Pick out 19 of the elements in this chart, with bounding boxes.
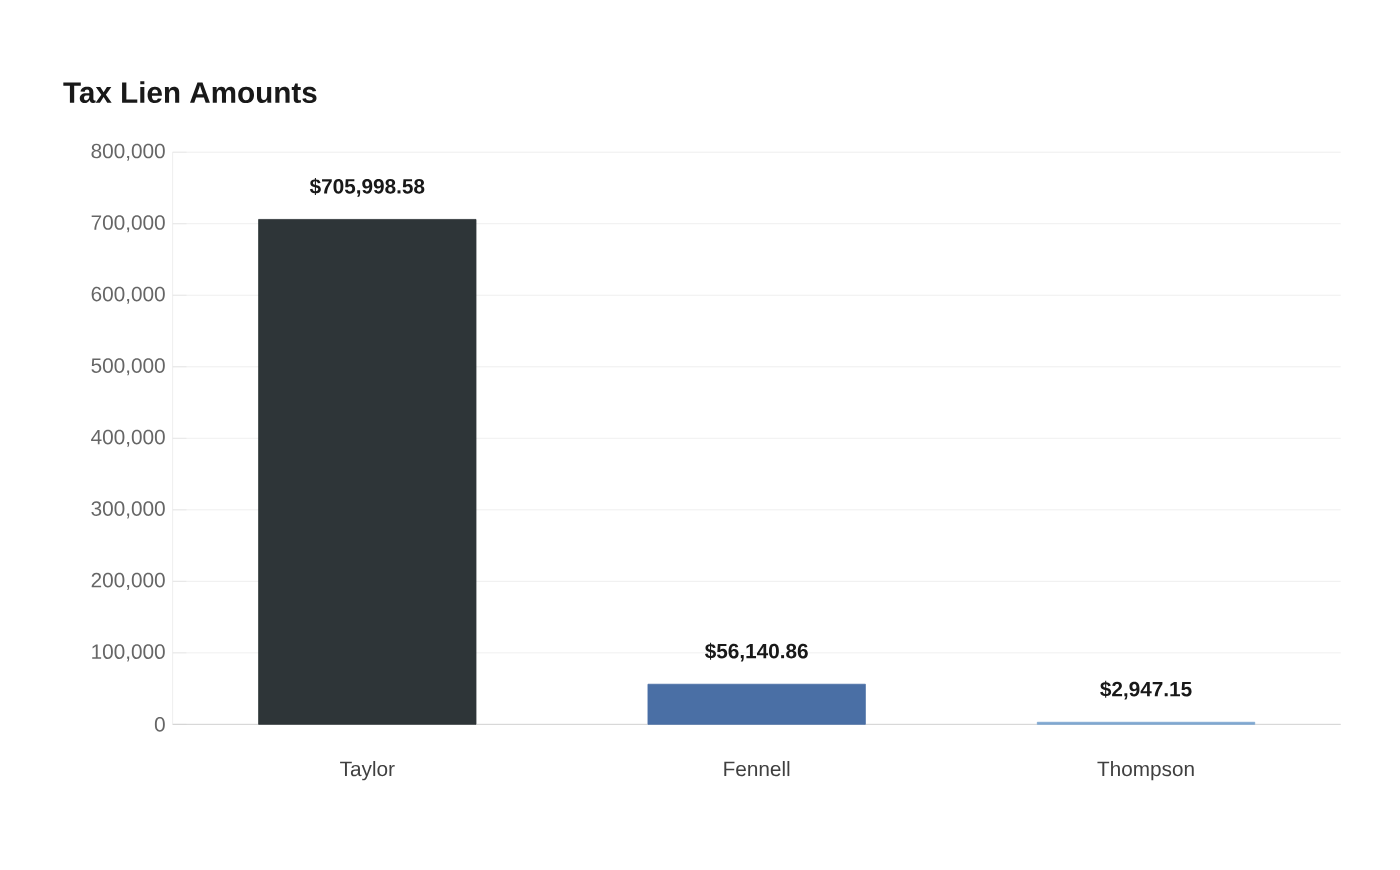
y-tick-label: 300,000: [91, 501, 165, 519]
y-tick-label: 100,000: [92, 644, 165, 662]
x-tick-label: Thompson: [1097, 761, 1194, 781]
x-tick-label: Fennell: [724, 761, 790, 777]
y-tick-label: 400,000: [91, 429, 165, 448]
y-tick-label: 0: [154, 717, 165, 732]
data-label: $2,947.15: [1100, 681, 1192, 700]
bar: [647, 683, 866, 725]
y-tick-label: 800,000: [91, 143, 165, 161]
chart-title: Tax Lien Amounts: [63, 81, 317, 104]
bar: [1036, 722, 1256, 725]
y-tick-label: 200,000: [91, 572, 165, 591]
x-tick-label: Taylor: [340, 761, 395, 781]
y-tick-label: 600,000: [91, 286, 165, 304]
data-label: $705,998.58: [309, 178, 425, 197]
y-tick-label: 500,000: [91, 358, 165, 376]
data-label: $56,140.86: [705, 642, 808, 662]
y-tick-label: 700,000: [91, 215, 165, 233]
bar: [258, 219, 477, 725]
